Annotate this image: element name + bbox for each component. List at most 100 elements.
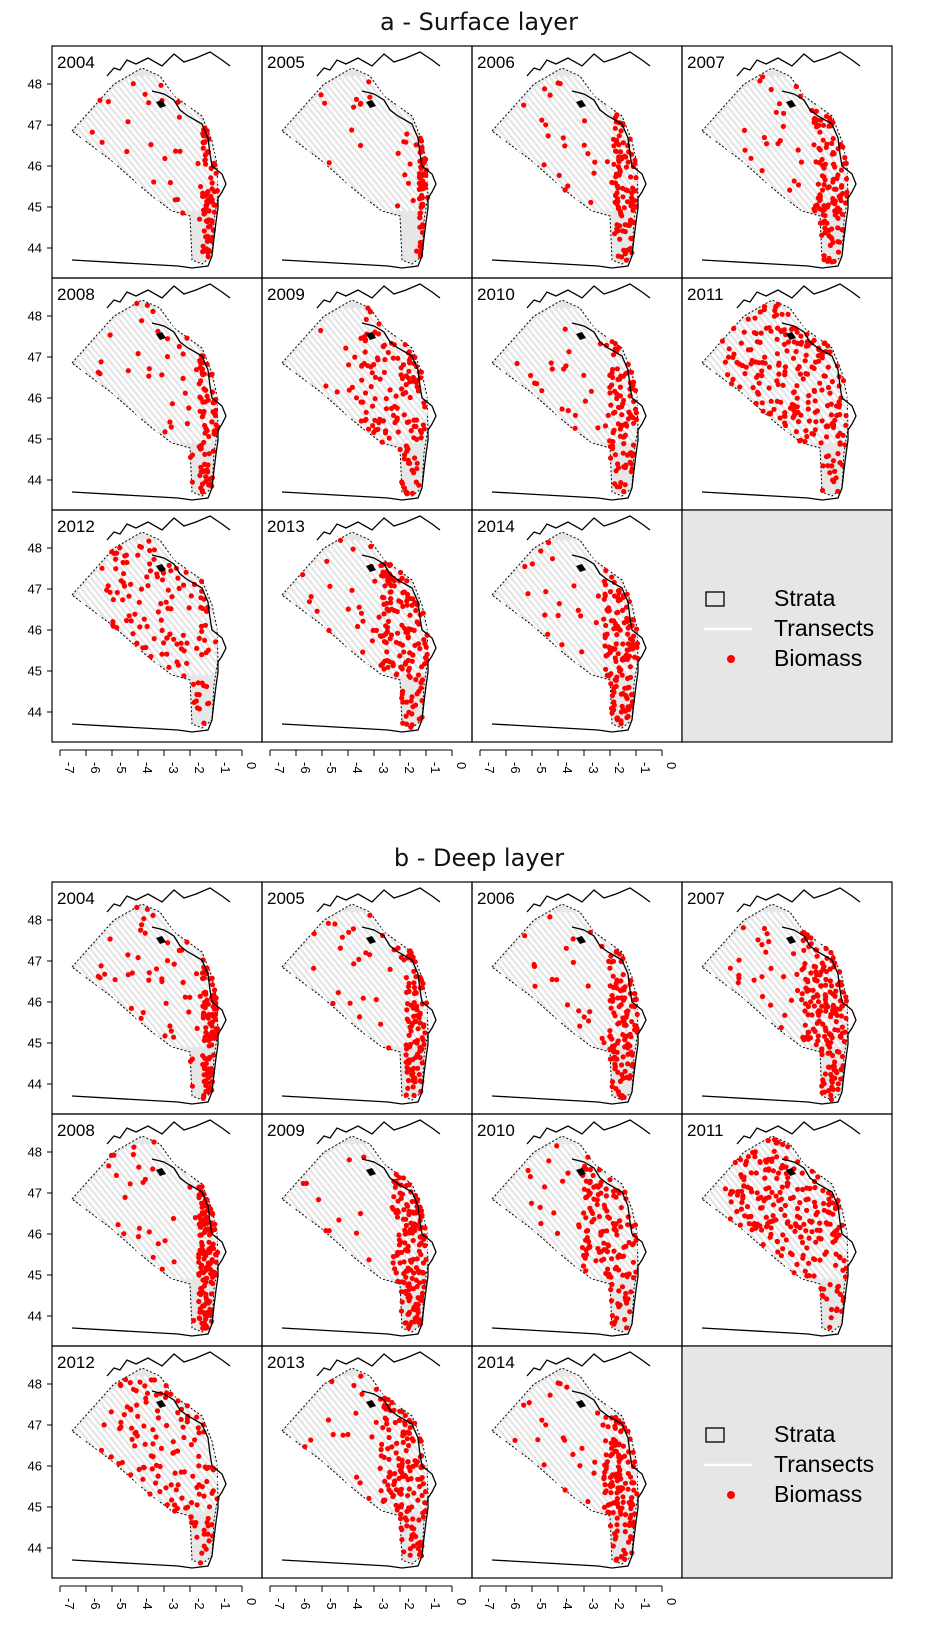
biomass-point <box>396 1242 403 1248</box>
transect-line <box>320 88 422 212</box>
biomass-point <box>362 338 368 344</box>
biomass-point <box>813 419 819 425</box>
biomass-point <box>420 1481 426 1487</box>
biomass-point <box>201 596 207 602</box>
biomass-point <box>843 200 849 206</box>
biomass-point <box>806 418 812 424</box>
biomass-point <box>616 1020 622 1026</box>
biomass-point <box>211 202 217 208</box>
biomass-point <box>602 423 609 429</box>
biomass-point <box>387 589 393 595</box>
biomass-point <box>595 1245 601 1252</box>
biomass-point <box>541 1462 547 1468</box>
map-panel: 2011 <box>681 277 893 511</box>
transect-lines <box>285 911 429 1048</box>
biomass-point <box>617 236 623 242</box>
biomass-point <box>814 972 820 978</box>
biomass-point <box>740 1193 746 1199</box>
biomass-point <box>202 1003 208 1009</box>
biomass-point <box>804 371 811 377</box>
biomass-point <box>368 384 374 390</box>
transect-line <box>353 1375 428 1466</box>
biomass-point <box>617 1218 623 1224</box>
biomass-point <box>199 1204 205 1210</box>
biomass-point <box>128 1005 134 1011</box>
biomass-point <box>525 1167 531 1174</box>
biomass-point <box>391 1194 397 1200</box>
biomass-point <box>587 1009 593 1015</box>
lat-tick-label: 48 <box>28 541 42 556</box>
transect-line <box>516 938 607 1048</box>
biomass-point <box>404 699 410 705</box>
transect-line <box>295 1186 353 1256</box>
biomass-point <box>528 372 534 379</box>
transect-lines <box>285 1375 429 1512</box>
biomass-point <box>213 1252 219 1258</box>
legend-label-strata: Strata <box>774 585 836 611</box>
biomass-point <box>543 122 549 128</box>
biomass-point <box>116 1461 122 1467</box>
biomass-point <box>625 631 631 637</box>
biomass-point <box>629 692 635 698</box>
biomass-point <box>166 562 172 568</box>
biomass-point <box>346 1157 352 1163</box>
biomass-point <box>126 593 132 599</box>
biomass-point <box>201 720 207 726</box>
biomass-point <box>192 1215 198 1221</box>
biomass-point <box>766 1194 772 1200</box>
strata-polygon <box>281 1367 429 1565</box>
biomass-point <box>773 303 779 309</box>
biomass-point <box>398 664 404 670</box>
lon-axis: -7 -6 -5 -4 -3 -2 -1 0 <box>479 1585 679 1610</box>
map-area <box>281 1351 441 1569</box>
biomass-point <box>203 1025 209 1031</box>
biomass-point <box>804 1245 810 1251</box>
biomass-point <box>199 1320 205 1326</box>
transect-lines <box>495 75 639 212</box>
biomass-point <box>821 257 827 263</box>
biomass-point <box>403 443 409 449</box>
transect-line <box>114 922 216 1046</box>
biomass-point <box>130 631 136 637</box>
biomass-point <box>392 1266 398 1272</box>
biomass-point <box>802 358 808 364</box>
biomass-point <box>176 585 182 591</box>
transect-line <box>497 123 522 153</box>
biomass-point <box>206 1504 213 1510</box>
coastline <box>526 1119 651 1145</box>
biomass-point <box>141 1423 147 1429</box>
biomass-point <box>581 142 587 148</box>
biomass-point <box>150 1441 156 1447</box>
biomass-point <box>626 1522 632 1528</box>
lat-tick-label: 47 <box>28 118 42 133</box>
biomass-point <box>615 376 621 383</box>
biomass-point <box>828 1306 835 1313</box>
transect-line <box>332 312 427 428</box>
transect-line <box>495 593 507 606</box>
biomass-swatch <box>727 1491 735 1499</box>
biomass-point <box>801 965 807 971</box>
biomass-point <box>205 647 211 653</box>
biomass-point <box>830 424 837 431</box>
biomass-point <box>625 1428 631 1434</box>
biomass-point <box>622 1068 628 1074</box>
biomass-point <box>419 1297 426 1304</box>
transect-line <box>85 954 143 1024</box>
biomass-point <box>407 612 413 618</box>
biomass-point <box>398 1511 404 1517</box>
biomass-points <box>722 1137 849 1330</box>
map-area <box>281 1119 441 1337</box>
transect-line <box>143 307 218 398</box>
transect-line <box>730 935 823 1048</box>
biomass-point <box>377 376 383 382</box>
biomass-point <box>766 385 772 391</box>
biomass-point <box>838 167 845 173</box>
biomass-point <box>206 1012 212 1018</box>
island <box>156 1168 166 1176</box>
biomass-point <box>812 977 818 983</box>
coastline <box>316 1119 441 1145</box>
biomass-point <box>761 307 767 313</box>
biomass-point <box>158 601 164 607</box>
biomass-point <box>632 654 638 660</box>
